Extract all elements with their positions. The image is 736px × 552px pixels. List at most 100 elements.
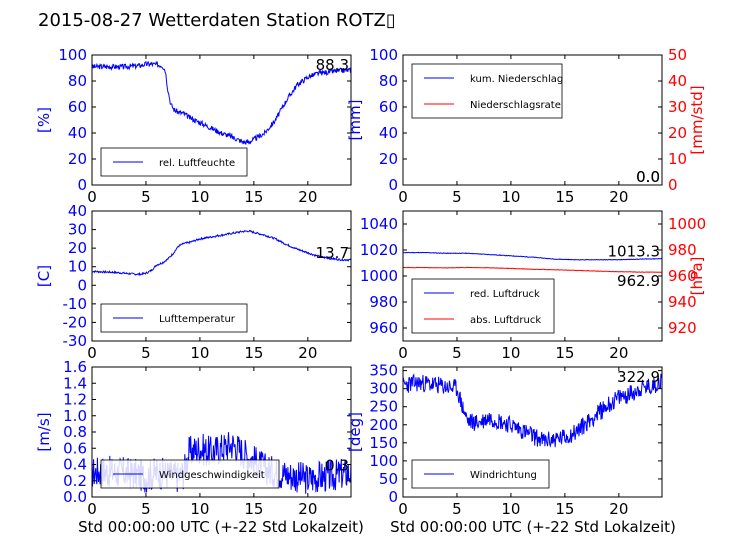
humidity-xtick-label: 15 xyxy=(244,188,263,206)
temperature-xtick-label: 15 xyxy=(244,344,263,362)
temperature-y-axis-label: [C] xyxy=(35,265,53,287)
precipitation-y2tick-label: 10 xyxy=(668,150,687,168)
precipitation-last-value-2: 0.0 xyxy=(636,168,660,186)
wind-speed-ytick-label: 1.2 xyxy=(63,391,87,409)
humidity-plot-frame xyxy=(91,54,352,186)
pressure-legend-box xyxy=(411,278,555,334)
precipitation-ytick-label: 100 xyxy=(369,46,398,64)
wind-direction-legend-label: Windrichtung xyxy=(470,470,537,481)
temperature-ytick-label: 10 xyxy=(68,258,87,276)
wind-direction-xtick-label: 0 xyxy=(398,500,408,518)
precipitation-ytick-label: 80 xyxy=(379,72,398,90)
precipitation-legend-box xyxy=(411,63,563,119)
wind-speed-ytick-label: 1.6 xyxy=(63,358,87,376)
precipitation-y2tick-label: 40 xyxy=(668,72,687,90)
pressure-ytick-label: 1020 xyxy=(360,241,398,259)
humidity-xtick-label: 5 xyxy=(141,188,151,206)
pressure-xtick-label: 10 xyxy=(501,344,520,362)
precipitation-ytick-label: 20 xyxy=(379,150,398,168)
temperature-plot-frame xyxy=(91,210,352,342)
wind-speed-y-axis-label: [m/s] xyxy=(35,412,53,451)
temperature-ytick-label: 30 xyxy=(68,221,87,239)
precipitation-legend-label: kum. Niederschlag xyxy=(470,74,563,85)
wind-direction-ytick-label: 0 xyxy=(388,488,398,506)
pressure-ytick-label: 1000 xyxy=(360,267,398,285)
pressure-y2-axis-label: [hPa] xyxy=(688,257,706,296)
wind-direction-legend-box xyxy=(411,459,550,489)
pressure-y2tick-label: 1000 xyxy=(668,215,706,233)
wind-direction-xtick-label: 20 xyxy=(609,500,628,518)
page-title: 2015-08-27 Wetterdaten Station ROTZ▯ xyxy=(38,10,396,31)
precipitation-y2tick-label: 20 xyxy=(668,124,687,142)
precipitation-y2tick-label: 0 xyxy=(668,176,678,194)
wind-speed-xtick-label: 5 xyxy=(141,500,151,518)
pressure-y2tick-label: 920 xyxy=(668,319,697,337)
temperature-series-line-0 xyxy=(91,229,352,277)
precipitation-last-value: 0.0 xyxy=(636,168,660,186)
wind-direction-last-value: 322.9 xyxy=(617,368,660,386)
precipitation-plot-frame xyxy=(402,54,663,186)
wind-direction-xtick-label: 5 xyxy=(452,500,462,518)
temperature-xtick-label: 5 xyxy=(141,344,151,362)
precipitation-xtick-label: 20 xyxy=(609,188,628,206)
pressure-series-line-0 xyxy=(402,251,662,261)
temperature-ytick-label: -10 xyxy=(63,295,88,313)
humidity-ytick-label: 100 xyxy=(58,46,87,64)
wind-direction-ytick-label: 150 xyxy=(369,434,398,452)
wind-direction-y-axis-label: [deg] xyxy=(346,412,364,452)
pressure-ytick-label: 960 xyxy=(369,319,398,337)
humidity-series-line-0 xyxy=(91,60,352,145)
pressure-xtick-label: 15 xyxy=(555,344,574,362)
pressure-y2tick-label: 960 xyxy=(668,267,697,285)
temperature-ytick-label: 0 xyxy=(77,276,87,294)
wind-speed-ytick-label: 0.4 xyxy=(63,456,87,474)
pressure-y2tick-label: 980 xyxy=(668,241,697,259)
wind-speed-ytick-label: 0.8 xyxy=(63,423,87,441)
wind-direction-series-line-0 xyxy=(402,373,663,448)
pressure-ytick-label: 980 xyxy=(369,293,398,311)
humidity-ytick-label: 80 xyxy=(68,72,87,90)
pressure-last-value: 1013.3 xyxy=(608,243,661,261)
pressure-xtick-label: 20 xyxy=(609,344,628,362)
precipitation-xtick-label: 15 xyxy=(555,188,574,206)
temperature-xtick-label: 0 xyxy=(87,344,97,362)
precipitation-ytick-label: 60 xyxy=(379,98,398,116)
wind-direction-ytick-label: 350 xyxy=(369,362,398,380)
precipitation-y-axis-label: [mm] xyxy=(346,100,364,141)
temperature-ytick-label: -20 xyxy=(63,313,88,331)
temperature-ytick-label: 40 xyxy=(68,202,87,220)
temperature-legend-label: Lufttemperatur xyxy=(159,314,236,325)
wind-direction-ytick-label: 250 xyxy=(369,398,398,416)
humidity-ytick-label: 60 xyxy=(68,98,87,116)
pressure-series-line-1 xyxy=(402,266,662,273)
wind-direction-plot-frame xyxy=(402,366,663,498)
temperature-xtick-label: 20 xyxy=(298,344,317,362)
temperature-ytick-label: 20 xyxy=(68,239,87,257)
humidity-ytick-label: 40 xyxy=(68,124,87,142)
wind-direction-ytick-label: 300 xyxy=(369,380,398,398)
wind-direction-ytick-label: 50 xyxy=(379,470,398,488)
humidity-ytick-label: 0 xyxy=(77,176,87,194)
wind-speed-ytick-label: 1.4 xyxy=(63,374,87,392)
wind-speed-ytick-label: 0.6 xyxy=(63,439,87,457)
precipitation-y2tick-label: 50 xyxy=(668,46,687,64)
wind-speed-xtick-label: 0 xyxy=(87,500,97,518)
precipitation-xtick-label: 5 xyxy=(452,188,462,206)
temperature-xtick-label: 10 xyxy=(190,344,209,362)
pressure-ytick-label: 1040 xyxy=(360,215,398,233)
wind-direction-xtick-label: 15 xyxy=(555,500,574,518)
humidity-xtick-label: 0 xyxy=(87,188,97,206)
precipitation-ytick-label: 40 xyxy=(379,124,398,142)
precipitation-xtick-label: 0 xyxy=(398,188,408,206)
wind-speed-xtick-label: 10 xyxy=(190,500,209,518)
precipitation-legend-label: Niederschlagsrate xyxy=(470,100,561,111)
wind-speed-ytick-label: 0.2 xyxy=(63,472,87,490)
pressure-legend-label: red. Luftdruck xyxy=(470,289,540,300)
humidity-last-value: 88.3 xyxy=(316,56,349,74)
wind-direction-ytick-label: 200 xyxy=(369,416,398,434)
pressure-y2tick-label: 940 xyxy=(668,293,697,311)
humidity-y-axis-label: [%] xyxy=(35,107,53,133)
temperature-last-value: 13.7 xyxy=(316,244,349,262)
